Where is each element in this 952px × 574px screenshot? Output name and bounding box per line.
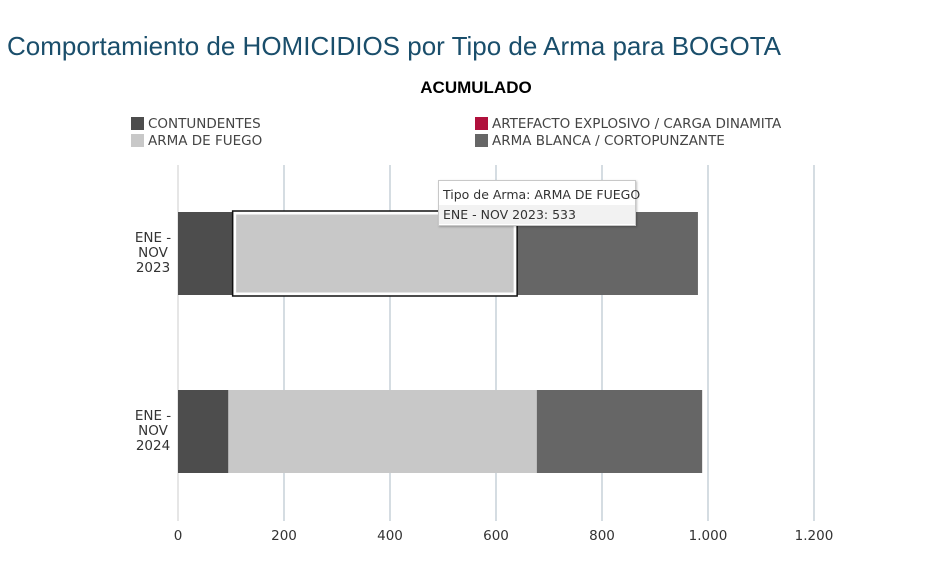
x-tick-label: 600 (483, 528, 509, 544)
tooltip-series-label: Tipo de Arma: ARMA DE FUEGO (443, 187, 641, 202)
y-category-label-2024: ENE - NOV 2024 (123, 409, 183, 454)
chart-subtitle: ACUMULADO (420, 78, 532, 97)
legend-item-arma-blanca[interactable]: ARMA BLANCA / CORTOPUNZANTE (475, 133, 725, 149)
bar-segment-1-2[interactable] (228, 390, 537, 473)
x-tick-label: 800 (589, 528, 615, 544)
bar-segment-1-3[interactable] (536, 390, 703, 473)
legend-label: ARMA DE FUEGO (148, 133, 263, 149)
y-label-line: NOV (138, 423, 168, 439)
highlight-inner (233, 211, 517, 296)
y-label-line: ENE - (134, 408, 172, 424)
legend-label: ARTEFACTO EXPLOSIVO / CARGA DINAMITA (492, 116, 782, 132)
y-label-line: NOV (138, 245, 168, 261)
x-tick-label: 1.200 (795, 528, 834, 544)
legend-item-artefacto-explosivo[interactable]: ARTEFACTO EXPLOSIVO / CARGA DINAMITA (475, 116, 781, 132)
legend-swatch (475, 134, 488, 147)
y-label-line: 2023 (135, 260, 171, 276)
x-tick-label: 200 (271, 528, 297, 544)
legend-swatch (475, 117, 488, 130)
y-label-line: 2024 (135, 438, 171, 454)
page-title: Comportamiento de HOMICIDIOS por Tipo de… (7, 31, 782, 61)
tooltip-value-label: ENE - NOV 2023: 533 (439, 205, 635, 224)
x-tick-label: 0 (174, 528, 183, 544)
bar-segment-0-0[interactable] (178, 212, 234, 295)
chart-tooltip: Tipo de Arma: ARMA DE FUEGO ENE - NOV 20… (438, 180, 640, 226)
bars (178, 212, 703, 473)
legend-item-arma-de-fuego[interactable]: ARMA DE FUEGO (131, 133, 262, 149)
bar-segment-1-0[interactable] (178, 390, 229, 473)
legend-item-contundentes[interactable]: CONTUNDENTES (131, 116, 261, 132)
y-label-line: ENE - (134, 230, 172, 246)
legend-label: ARMA BLANCA / CORTOPUNZANTE (492, 133, 725, 149)
x-tick-label: 1.000 (689, 528, 728, 544)
highlight-outline (231, 210, 518, 297)
x-axis-ticks: 0 200 400 600 800 1.000 1.200 (174, 528, 834, 544)
highlight-layer (231, 210, 518, 297)
legend-swatch (131, 117, 144, 130)
y-category-label-2023: ENE - NOV 2023 (123, 231, 183, 276)
legend-swatch (131, 134, 144, 147)
x-tick-label: 400 (377, 528, 403, 544)
legend-label: CONTUNDENTES (148, 116, 261, 132)
